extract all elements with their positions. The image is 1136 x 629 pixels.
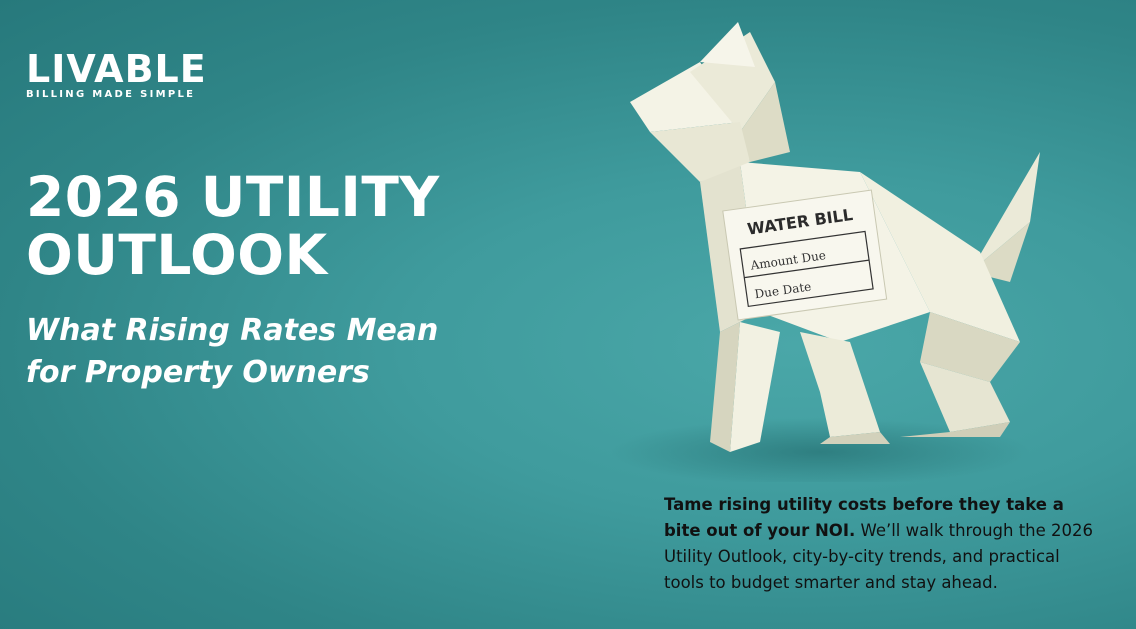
page-title: 2026 UTILITY OUTLOOK [26,168,440,284]
brand-logo[interactable]: LIVABLE BILLING MADE SIMPLE [26,50,207,100]
title-line-1: 2026 UTILITY [26,165,440,229]
title-line-2: OUTLOOK [26,223,328,287]
subtitle-line-2: for Property Owners [26,355,370,390]
brand-name: LIVABLE [26,47,207,91]
subtitle-line-1: What Rising Rates Mean [26,313,439,348]
brand-tagline: BILLING MADE SIMPLE [26,89,196,100]
origami-dog-icon: WATER BILL Amount Due Due Date [610,22,1040,482]
description-text: Tame rising utility costs before they ta… [664,492,1094,596]
description-regular: We’ll walk through the 2026 Utility Outl… [664,521,1094,592]
page-subtitle: What Rising Rates Mean for Property Owne… [26,310,438,394]
description-bold: Tame rising utility costs before they ta… [664,495,1064,540]
